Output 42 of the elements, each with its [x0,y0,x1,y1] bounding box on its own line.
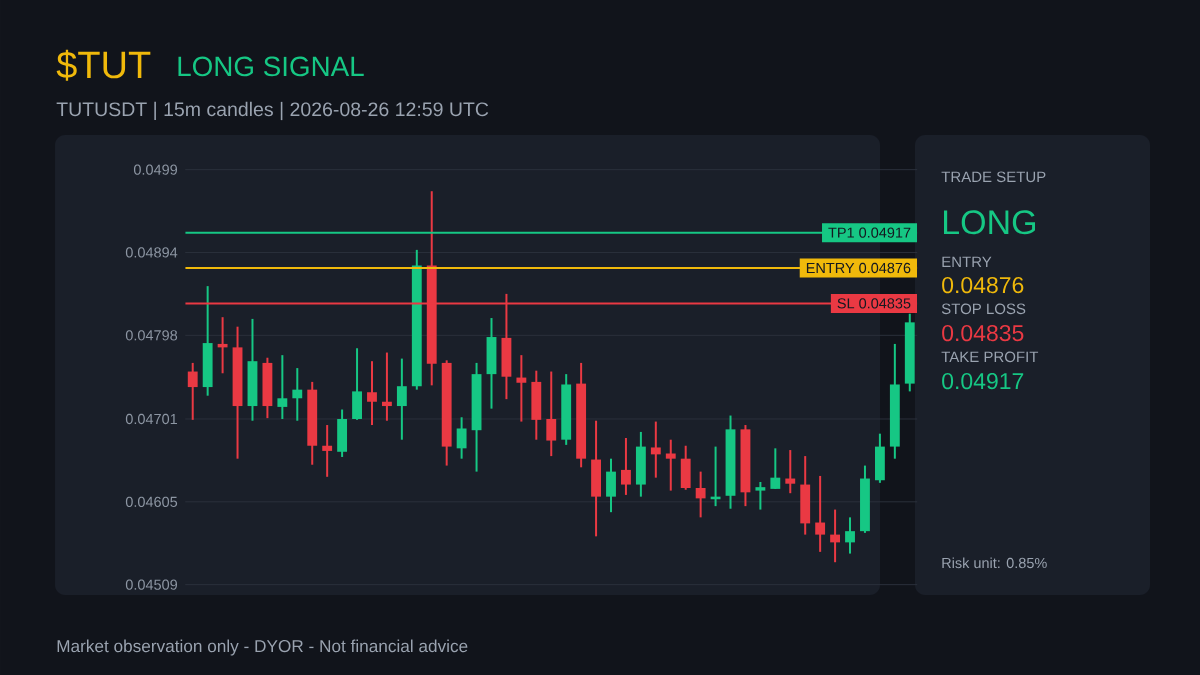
candlestick [187,361,198,421]
candlestick [815,474,826,553]
candlestick [830,508,841,564]
text: LONG [944,210,1036,235]
text: Market observation only - DYOR - Not financial advice [57,639,468,656]
candlestick [785,449,796,495]
text: TAKE PROFIT [941,351,1039,363]
ref-line-label: TP1 0.04917 [828,227,911,238]
chart-subtitle: TUTUSDT | 15m candles | 2026-08-26 12:59 UTC [56,101,489,121]
y-tick-label: 0.04509 [125,579,178,590]
candlestick [396,357,407,441]
y-tick-label: 0.04605 [125,496,178,507]
candlestick [665,438,676,492]
candlestick [755,480,766,511]
text: 0.04917 [942,372,1024,390]
candlestick [381,351,392,422]
candlestick [695,470,706,519]
candlestick [456,416,467,460]
text: 0.04835 [942,324,1024,342]
y-tick-label: 0.04894 [125,247,178,258]
chart-title: $TUT [56,49,151,81]
ref-line-label: SL 0.04835 [837,298,911,309]
candlestick [546,370,557,458]
y-tick-label: 0.04798 [125,330,178,341]
candlestick [516,354,527,423]
text: 0.04876 [942,276,1024,294]
text: LONG SIGNAL [178,56,364,77]
candlestick [621,436,631,496]
text: ENTRY [942,256,992,267]
y-tick-label: 0.04701 [125,413,178,425]
candlestick [277,354,288,420]
candlestick [650,420,661,479]
candlestick [770,447,781,490]
candlestick [292,367,303,422]
text: Risk unit: 0.85% [942,557,1047,569]
y-tick-label: 0.0499 [133,164,178,175]
candlestick [845,516,855,555]
text: STOP LOSS [941,303,1026,315]
text: TRADE SETUP [941,171,1046,183]
candlestick [322,424,333,478]
candlestick [367,360,377,427]
ref-line-label: ENTRY 0.04876 [806,262,911,274]
